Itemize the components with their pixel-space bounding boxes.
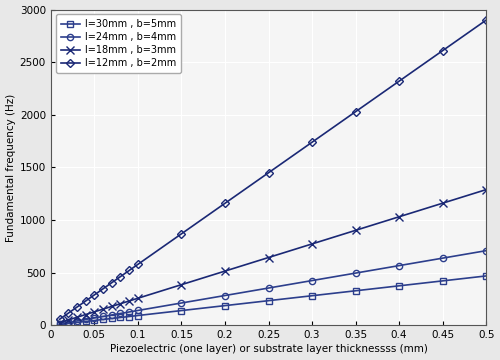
l=24mm , b=4mm — [222, 293, 228, 298]
l=18mm , b=3mm — [92, 310, 98, 314]
Line: l=30mm , b=5mm: l=30mm , b=5mm — [56, 273, 490, 328]
l=24mm , b=4mm — [309, 278, 315, 283]
l=12mm , b=2mm — [100, 287, 106, 291]
l=12mm , b=2mm — [266, 171, 272, 175]
l=24mm , b=4mm — [65, 320, 71, 325]
l=30mm , b=5mm — [309, 293, 315, 298]
l=30mm , b=5mm — [178, 309, 184, 313]
l=18mm , b=3mm — [309, 242, 315, 246]
l=24mm , b=4mm — [74, 319, 80, 323]
l=18mm , b=3mm — [109, 304, 115, 309]
l=12mm , b=2mm — [440, 49, 446, 53]
l=12mm , b=2mm — [178, 231, 184, 236]
l=18mm , b=3mm — [178, 283, 184, 287]
l=18mm , b=3mm — [396, 215, 402, 219]
l=30mm , b=5mm — [56, 322, 62, 327]
l=30mm , b=5mm — [222, 303, 228, 308]
Line: l=24mm , b=4mm: l=24mm , b=4mm — [56, 248, 490, 327]
l=30mm , b=5mm — [118, 315, 124, 320]
l=24mm , b=4mm — [126, 310, 132, 314]
l=12mm , b=2mm — [309, 140, 315, 144]
Line: l=12mm , b=2mm: l=12mm , b=2mm — [56, 17, 490, 323]
Y-axis label: Fundamental frequency (Hz): Fundamental frequency (Hz) — [6, 93, 16, 242]
l=18mm , b=3mm — [118, 302, 124, 306]
l=18mm , b=3mm — [56, 320, 62, 325]
l=18mm , b=3mm — [352, 228, 358, 233]
l=24mm , b=4mm — [82, 317, 88, 321]
Line: l=18mm , b=3mm: l=18mm , b=3mm — [56, 186, 490, 327]
l=24mm , b=4mm — [352, 271, 358, 275]
l=24mm , b=4mm — [100, 314, 106, 319]
l=12mm , b=2mm — [396, 79, 402, 83]
l=24mm , b=4mm — [178, 301, 184, 305]
l=18mm , b=3mm — [440, 201, 446, 205]
l=18mm , b=3mm — [74, 315, 80, 319]
l=12mm , b=2mm — [82, 299, 88, 303]
l=12mm , b=2mm — [222, 201, 228, 206]
l=24mm , b=4mm — [266, 286, 272, 290]
l=30mm , b=5mm — [483, 274, 489, 278]
l=24mm , b=4mm — [483, 248, 489, 253]
l=24mm , b=4mm — [440, 256, 446, 260]
l=12mm , b=2mm — [109, 280, 115, 285]
l=30mm , b=5mm — [65, 321, 71, 325]
l=12mm , b=2mm — [56, 317, 62, 321]
l=12mm , b=2mm — [135, 262, 141, 266]
l=30mm , b=5mm — [74, 320, 80, 325]
l=12mm , b=2mm — [92, 293, 98, 297]
l=12mm , b=2mm — [118, 274, 124, 279]
l=12mm , b=2mm — [352, 109, 358, 114]
l=18mm , b=3mm — [65, 318, 71, 322]
l=24mm , b=4mm — [396, 264, 402, 268]
l=18mm , b=3mm — [483, 188, 489, 192]
l=24mm , b=4mm — [56, 322, 62, 326]
l=30mm , b=5mm — [266, 298, 272, 303]
l=30mm , b=5mm — [352, 289, 358, 293]
l=24mm , b=4mm — [92, 316, 98, 320]
l=18mm , b=3mm — [135, 296, 141, 300]
l=12mm , b=2mm — [65, 311, 71, 315]
l=30mm , b=5mm — [126, 314, 132, 319]
l=18mm , b=3mm — [266, 255, 272, 260]
l=30mm , b=5mm — [82, 319, 88, 324]
l=30mm , b=5mm — [396, 284, 402, 288]
l=30mm , b=5mm — [100, 317, 106, 321]
l=30mm , b=5mm — [109, 316, 115, 321]
l=30mm , b=5mm — [135, 313, 141, 318]
X-axis label: Piezoelectric (one layer) or substrate layer thicknessss (mm): Piezoelectric (one layer) or substrate l… — [110, 345, 428, 355]
l=18mm , b=3mm — [126, 299, 132, 303]
l=18mm , b=3mm — [222, 269, 228, 273]
l=30mm , b=5mm — [440, 279, 446, 283]
l=24mm , b=4mm — [135, 308, 141, 312]
Legend: l=30mm , b=5mm, l=24mm , b=4mm, l=18mm , b=3mm, l=12mm , b=2mm: l=30mm , b=5mm, l=24mm , b=4mm, l=18mm ,… — [56, 14, 181, 73]
l=12mm , b=2mm — [126, 268, 132, 273]
l=24mm , b=4mm — [118, 311, 124, 316]
l=18mm , b=3mm — [100, 307, 106, 311]
l=30mm , b=5mm — [92, 318, 98, 323]
l=18mm , b=3mm — [82, 312, 88, 317]
l=24mm , b=4mm — [109, 313, 115, 317]
l=12mm , b=2mm — [483, 18, 489, 22]
l=12mm , b=2mm — [74, 305, 80, 309]
